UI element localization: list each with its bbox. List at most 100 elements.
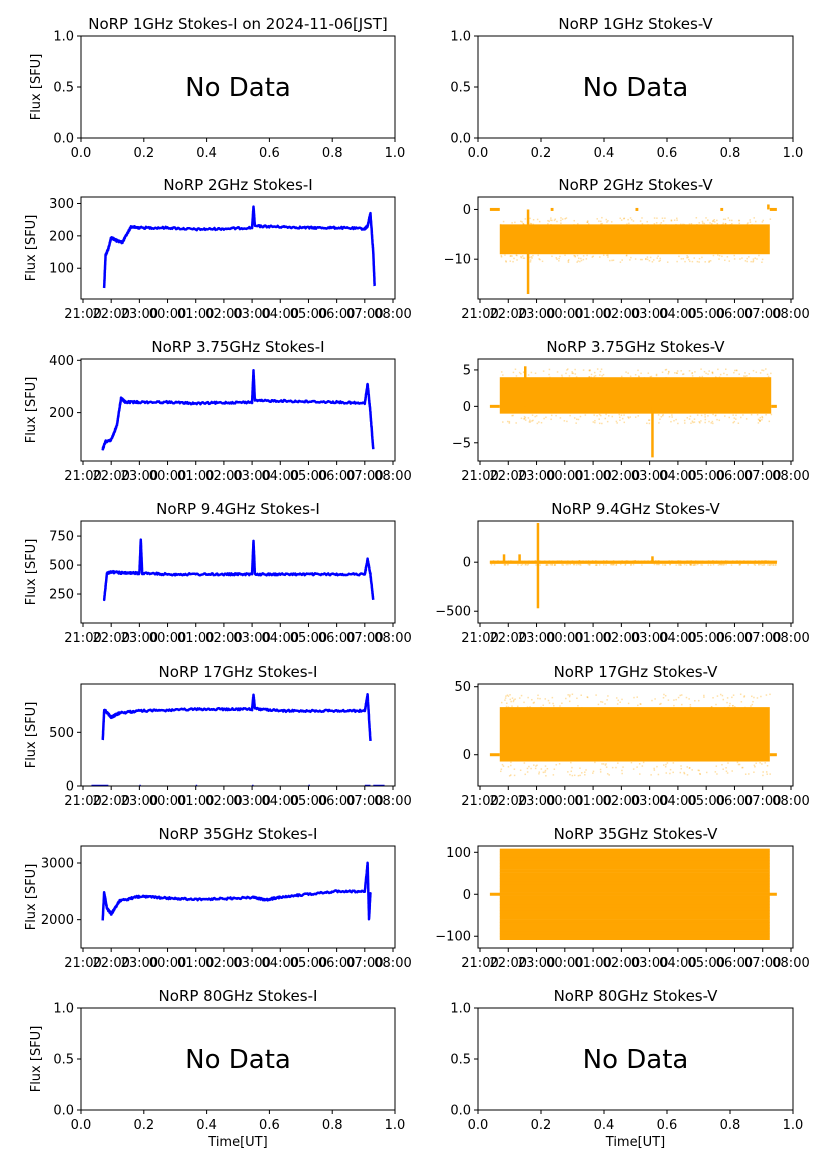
x-tick-label: 05:00 bbox=[290, 469, 327, 484]
chart-title: NoRP 9.4GHz Stokes-V bbox=[551, 500, 720, 518]
x-tick-label: 04:00 bbox=[659, 794, 696, 809]
v-point bbox=[699, 772, 701, 775]
v-point bbox=[558, 763, 561, 765]
x-tick-label: 07:00 bbox=[346, 956, 383, 971]
x-axis-label: Time[UT] bbox=[605, 1135, 665, 1150]
v-point bbox=[701, 220, 704, 223]
v-point bbox=[765, 694, 768, 696]
v-point bbox=[546, 767, 549, 770]
v-point bbox=[700, 414, 703, 417]
v-point bbox=[604, 417, 607, 420]
v-point bbox=[552, 774, 555, 776]
x-tick-label: 00:00 bbox=[546, 794, 583, 809]
v-point bbox=[643, 377, 646, 379]
v-point bbox=[722, 698, 725, 701]
y-tick-label: 1.0 bbox=[53, 1002, 74, 1017]
v-point bbox=[721, 255, 723, 258]
chart-title: NoRP 17GHz Stokes-I bbox=[159, 663, 318, 681]
axes-frame bbox=[477, 845, 794, 949]
v-point bbox=[710, 706, 713, 708]
v-point bbox=[526, 564, 529, 566]
v-point bbox=[767, 564, 769, 566]
v-point bbox=[684, 422, 686, 424]
v-point bbox=[574, 368, 576, 371]
v-point bbox=[704, 413, 706, 416]
v-point bbox=[589, 563, 591, 566]
x-tick-label: 04:00 bbox=[262, 307, 299, 322]
v-point bbox=[549, 376, 551, 379]
v-point bbox=[770, 563, 773, 566]
series-stokes-i bbox=[101, 692, 372, 741]
v-point bbox=[657, 563, 659, 566]
v-point bbox=[733, 417, 736, 419]
v-point bbox=[735, 369, 738, 372]
v-point bbox=[664, 564, 666, 566]
v-point bbox=[553, 768, 556, 770]
x-tick-label: 06:00 bbox=[716, 469, 753, 484]
y-tick-label: 0.0 bbox=[53, 132, 74, 147]
v-point bbox=[637, 224, 639, 226]
x-tick-label: 01:00 bbox=[177, 307, 214, 322]
chart-title: NoRP 3.75GHz Stokes-V bbox=[546, 338, 725, 356]
v-point bbox=[547, 223, 549, 225]
v-point bbox=[576, 418, 578, 421]
v-point bbox=[711, 223, 713, 225]
v-point bbox=[605, 763, 607, 765]
v-point bbox=[759, 416, 762, 419]
v-point bbox=[727, 762, 729, 764]
v-point bbox=[741, 257, 743, 259]
v-point bbox=[561, 218, 564, 220]
v-point bbox=[621, 698, 623, 701]
chart-80ghz-v: NoRP 80GHz Stokes-V 0.0 0.5 1.0 0.0 0.2 0.4 0.6… bbox=[450, 987, 803, 1150]
v-point bbox=[603, 564, 605, 566]
v-point bbox=[709, 564, 712, 566]
v-point bbox=[568, 375, 571, 377]
v-point bbox=[731, 696, 733, 699]
v-point bbox=[500, 254, 503, 257]
v-point bbox=[652, 259, 655, 261]
x-tick-label: 08:00 bbox=[772, 794, 809, 809]
v-point bbox=[689, 564, 692, 566]
v-point bbox=[699, 421, 701, 424]
x-tick-label: 0.4 bbox=[594, 146, 615, 161]
v-point bbox=[673, 219, 676, 221]
v-point bbox=[559, 705, 561, 707]
y-axis-label: Flux [SFU] bbox=[24, 377, 39, 444]
v-point bbox=[616, 703, 619, 705]
v-point bbox=[594, 421, 596, 424]
v-point bbox=[661, 217, 664, 219]
v-point bbox=[600, 220, 602, 223]
y-axis-label: Flux [SFU] bbox=[24, 864, 39, 931]
v-point bbox=[693, 564, 696, 566]
v-point bbox=[677, 564, 680, 566]
v-point bbox=[731, 705, 734, 707]
v-point bbox=[509, 255, 512, 257]
v-point bbox=[621, 259, 623, 261]
v-point bbox=[640, 372, 642, 375]
v-point bbox=[658, 563, 660, 566]
chart-title: NoRP 1GHz Stokes-V bbox=[558, 15, 713, 33]
x-tick-label: 02:00 bbox=[205, 631, 242, 646]
v-point bbox=[669, 563, 671, 566]
plot-area bbox=[489, 693, 777, 777]
v-point bbox=[726, 697, 729, 699]
x-tick-label: 06:00 bbox=[716, 307, 753, 322]
v-point bbox=[599, 768, 602, 771]
x-tick-label: 00:00 bbox=[149, 956, 186, 971]
v-point bbox=[511, 255, 513, 257]
v-point bbox=[560, 219, 562, 222]
v-point bbox=[523, 762, 526, 764]
x-tick-label: 23:00 bbox=[518, 956, 555, 971]
plot-area bbox=[91, 692, 385, 786]
v-point bbox=[664, 369, 667, 371]
chart-35ghz-i: NoRP 35GHz Stokes-I 2000 3000 21:0022:0023:… bbox=[24, 825, 412, 971]
v-point bbox=[718, 563, 721, 566]
v-point bbox=[728, 416, 730, 419]
y-tick-label: 750 bbox=[49, 530, 74, 545]
v-point bbox=[725, 770, 728, 773]
v-point bbox=[575, 422, 577, 424]
v-point bbox=[619, 563, 622, 566]
v-point bbox=[564, 254, 566, 257]
v-point bbox=[615, 564, 617, 566]
x-tick-label: 0.6 bbox=[657, 146, 678, 161]
